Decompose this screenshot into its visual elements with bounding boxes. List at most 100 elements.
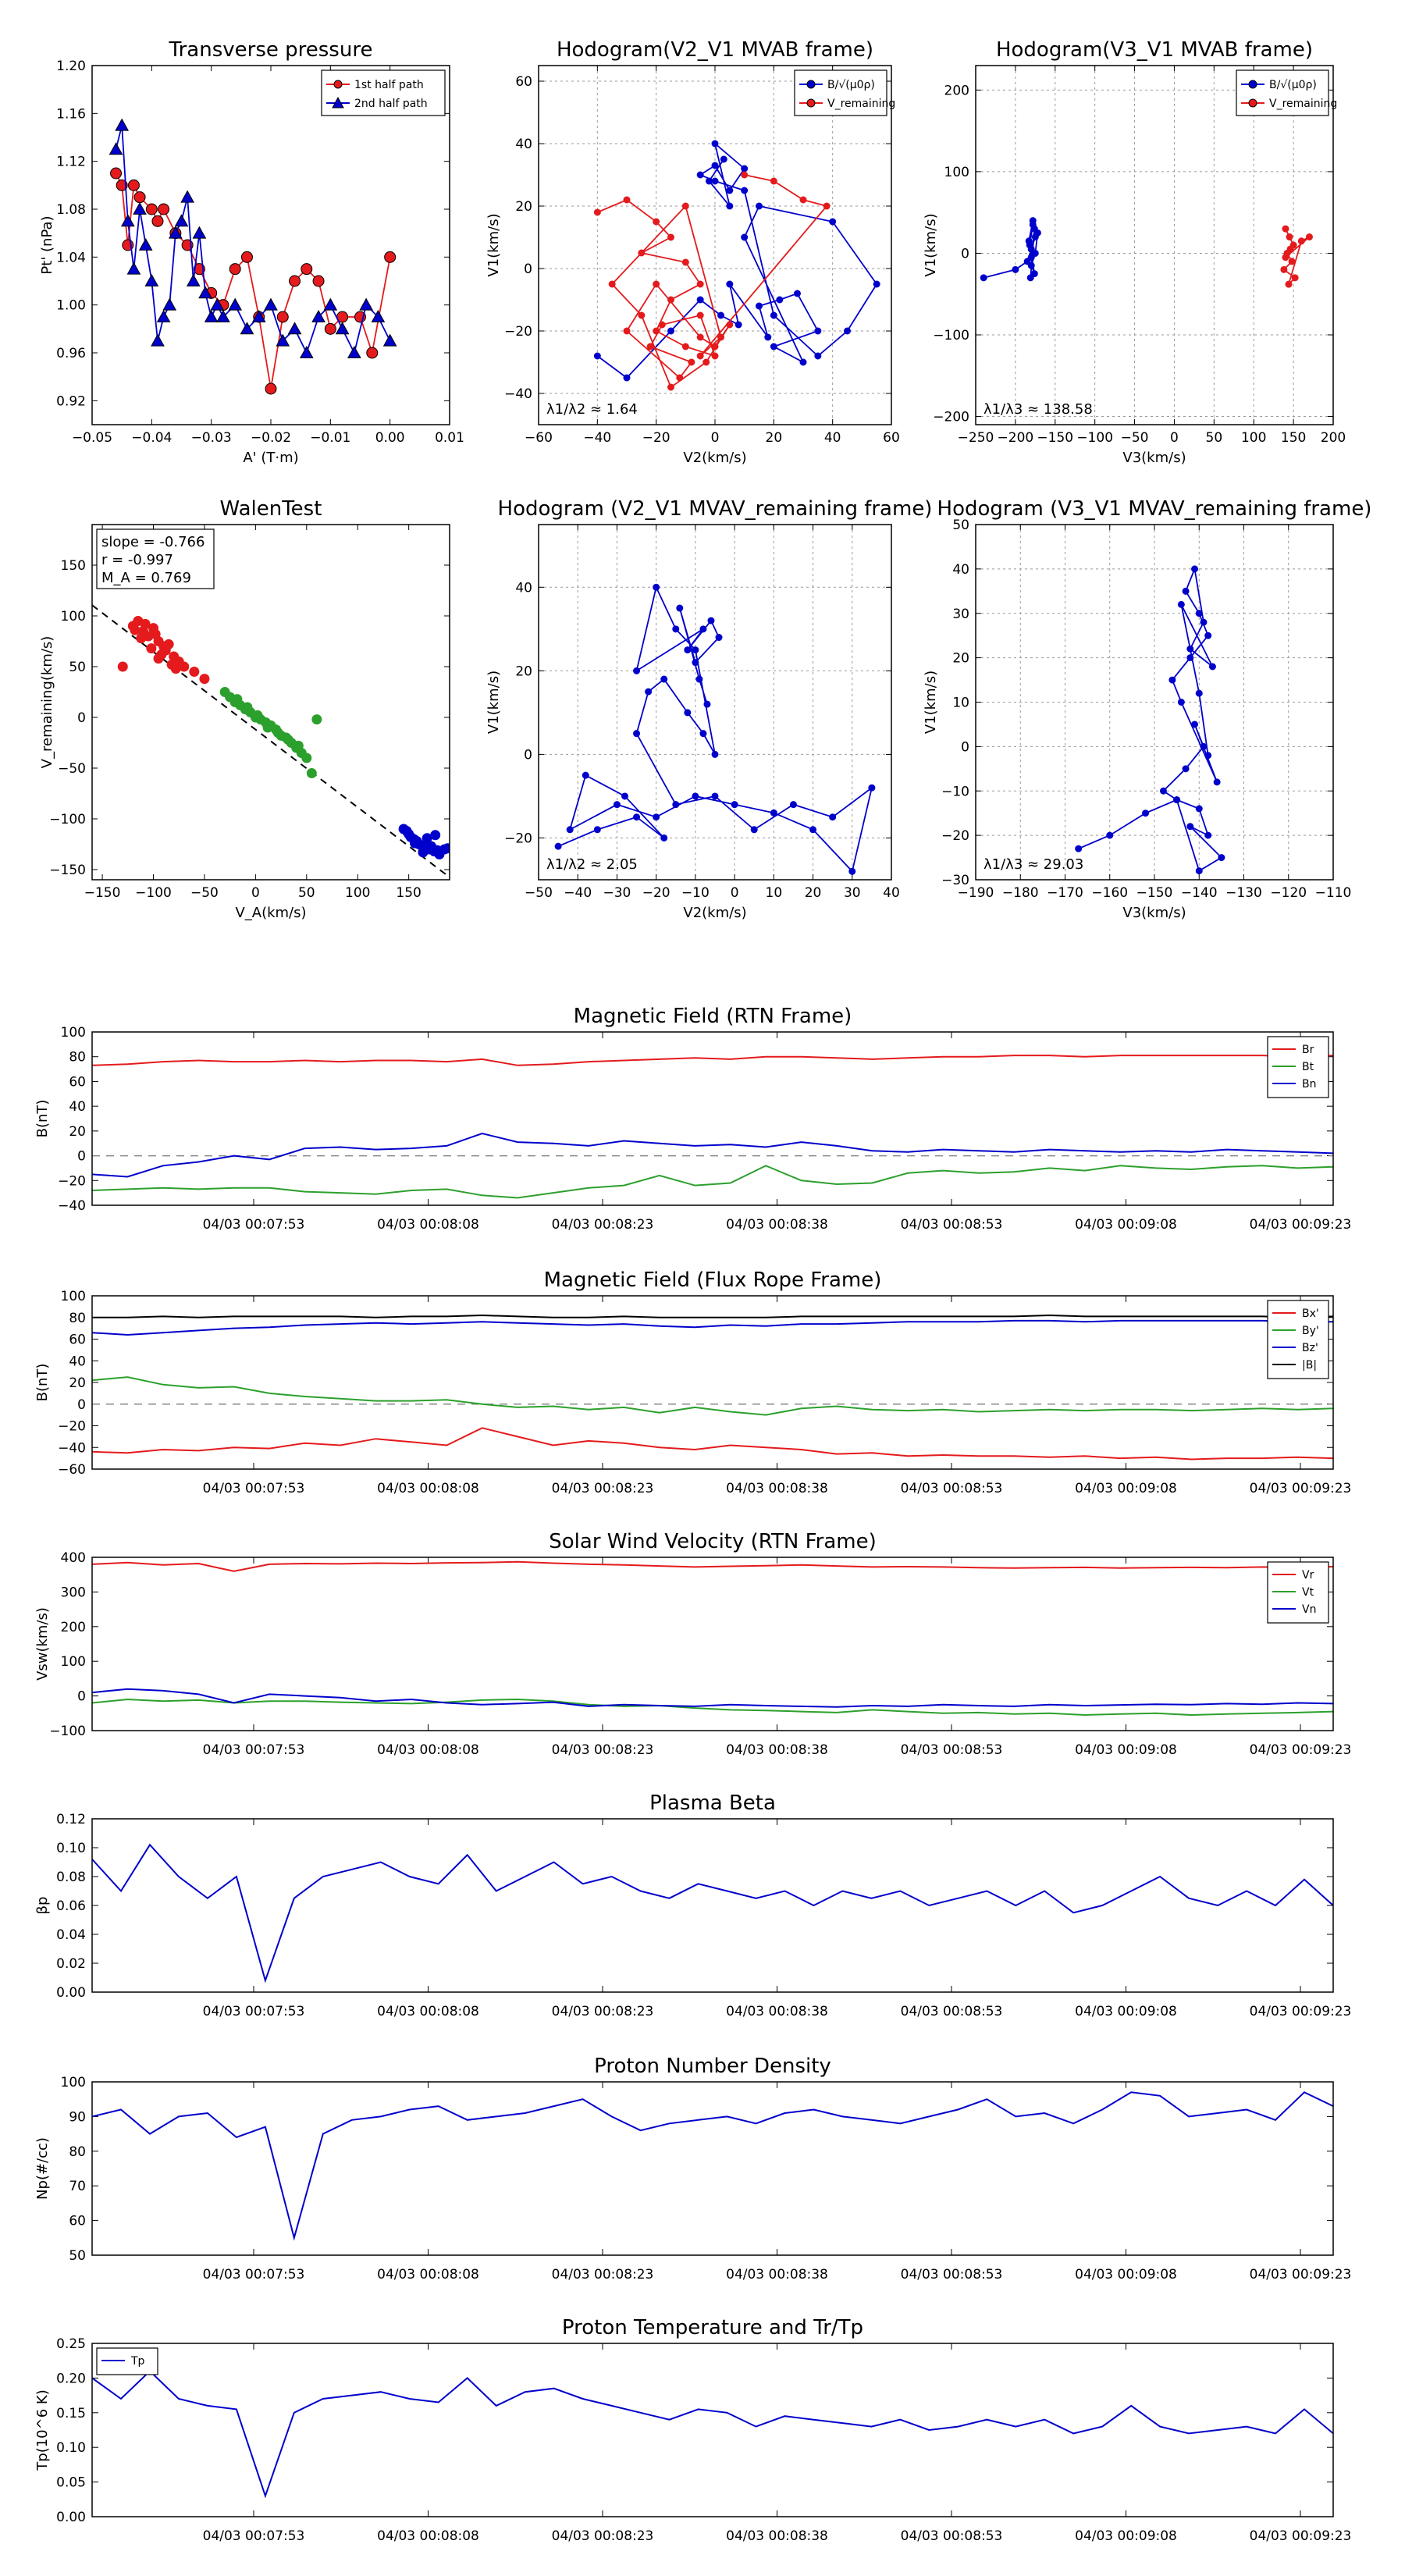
data-point [711,177,719,185]
plot-area [108,118,397,395]
data-point [1288,258,1296,265]
time-tick-label: 04/03 00:07:53 [203,1217,305,1233]
data-point [401,826,412,837]
data-point [120,214,135,227]
x-tick-label: 100 [1241,430,1266,446]
series-Bz-line [92,1319,1333,1336]
data-point [1025,237,1033,245]
x-tick-label: 0 [251,885,260,901]
data-point [681,202,689,210]
time-tick-label: 04/03 00:08:38 [726,2528,828,2544]
y-tick-label: 100 [61,2075,86,2090]
legend-marker [333,80,343,89]
data-point [1213,778,1221,786]
legend [794,69,887,116]
y-tick-label: 60 [515,74,532,90]
y-tick-label: 0 [961,246,969,262]
data-point [717,311,725,319]
series-0 [1075,565,1225,875]
y-tick-label: 80 [69,1311,86,1326]
data-point [696,352,704,360]
data-point [711,750,719,758]
data-point [240,322,254,335]
chart-title: Hodogram (V2_V1 MVAV_remaining frame) [498,497,933,521]
data-point [1305,233,1313,241]
data-point [299,345,314,358]
data-point [1173,796,1181,804]
data-point [1177,600,1185,608]
x-tick-label: 30 [844,885,861,901]
data-point [868,784,876,792]
y-tick-label: 1.12 [56,155,86,170]
data-point [1030,225,1038,233]
y-tick-label: 100 [61,1025,86,1041]
y-tick-label: 40 [69,1354,86,1369]
axes-frame [91,2081,1334,2256]
series-2 [398,824,450,859]
data-point [653,218,660,226]
data-point [799,196,807,204]
legend-label: 2nd half path [354,98,428,110]
chart-title: Magnetic Field (RTN Frame) [574,1005,852,1028]
data-point [809,826,817,834]
x-tick-label: −250 [958,430,994,446]
y-tick-label: 0.04 [56,1927,86,1943]
plot-area [92,1055,1333,1199]
time-tick-label: 04/03 00:08:38 [726,2267,828,2282]
data-point [1286,245,1294,253]
data-point [146,643,157,654]
data-point [1186,654,1194,662]
legend-marker [1248,80,1257,89]
data-point [145,203,158,215]
data-point [169,226,183,239]
data-point [1026,274,1034,282]
series-0 [117,616,210,685]
data-point [707,617,715,624]
y-tick-label: 0.06 [56,1898,86,1914]
chart-title: Solar Wind Velocity (RTN Frame) [549,1530,876,1553]
data-point [162,297,177,311]
data-point [1204,752,1212,760]
time-tick-label: 04/03 00:08:53 [901,2267,1003,2282]
data-point [366,347,379,359]
y-tick-label: 0.00 [56,1985,86,2001]
chart-hodogram-v2v1-mvav: Hodogram (V2_V1 MVAV_remaining frame) −50… [486,497,932,921]
plot-area [554,583,876,875]
fit-line [92,604,450,878]
data-point [593,826,601,834]
data-point [799,358,807,366]
axes-frame [91,2343,1334,2517]
y-tick-label: −20 [504,831,532,846]
data-point [174,214,189,227]
x-tick-label: 50 [298,885,315,901]
y-tick-label: 70 [69,2179,86,2194]
data-point [667,296,674,304]
series-0 [554,583,876,875]
plot-area [92,1314,1333,1461]
x-tick-label: 0 [711,430,720,446]
data-point [276,333,290,347]
data-point [289,275,301,287]
data-point [262,722,273,733]
x-tick-label: 40 [824,430,841,446]
data-point [715,634,723,642]
data-point [844,327,851,335]
data-point [1208,663,1216,671]
data-point [848,867,856,875]
y-tick-label: −100 [49,1724,86,1739]
legend-label: Bt [1302,1061,1314,1073]
time-tick-label: 04/03 00:08:53 [901,2528,1003,2544]
time-tick-label: 04/03 00:08:38 [726,2004,828,2019]
data-point [1182,587,1190,595]
series-0 [593,140,880,382]
data-point [1200,742,1208,750]
x-tick-label: −30 [603,885,631,901]
y-axis-label: B(nT) [34,1100,51,1138]
axes-frame [975,524,1334,881]
data-point [110,167,123,180]
y-tick-label: −60 [58,1462,86,1478]
x-tick-label: −150 [1037,430,1073,446]
y-tick-label: 50 [69,660,86,675]
time-tick-label: 04/03 00:07:53 [203,2528,305,2544]
x-tick-label: 200 [1321,430,1346,446]
